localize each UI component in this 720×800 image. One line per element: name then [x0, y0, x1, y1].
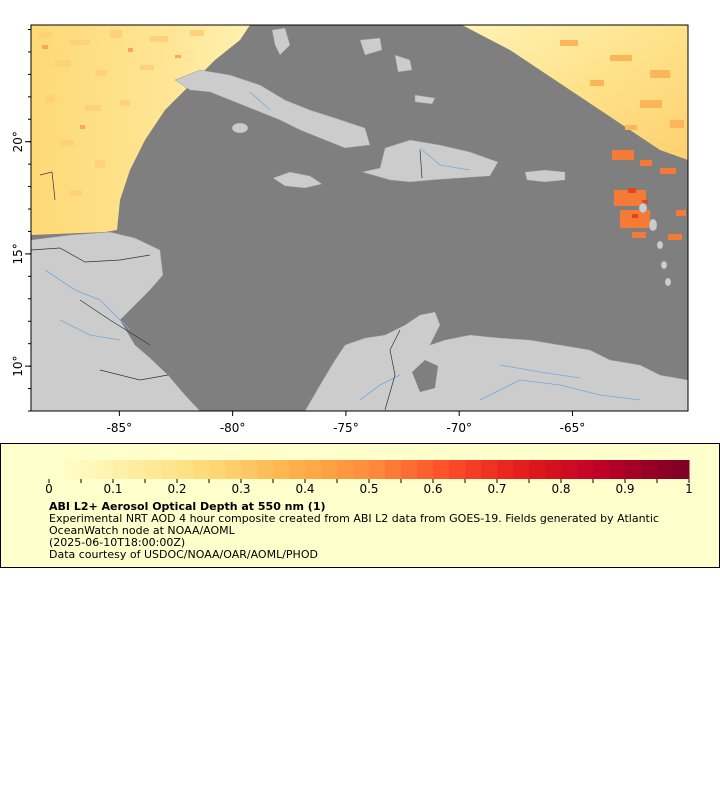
aod-speckle-west — [38, 30, 204, 196]
colorbar-swatch — [81, 460, 98, 479]
colorbar-swatch — [177, 460, 194, 479]
colorbar-swatch — [161, 460, 178, 479]
colorbar-swatch — [625, 460, 642, 479]
land-cuba — [174, 69, 371, 149]
colorbar-swatch — [673, 460, 690, 479]
colorbar-swatch — [113, 460, 130, 479]
colorbar-swatch — [497, 460, 514, 479]
x-tick-label: -80° — [220, 421, 246, 435]
land-jamaica — [272, 171, 323, 189]
aod-map: -85° -80° -75° -70° -65° 20° 15° 10° — [11, 24, 689, 435]
colorbar-swatch — [385, 460, 402, 479]
colorbar-tick-label: 0.4 — [295, 482, 314, 496]
colorbar-swatch — [97, 460, 114, 479]
colorbar-swatch — [129, 460, 146, 479]
colorbar: 0 0.1 0.2 0.3 0.4 0.5 0.6 0.7 0.8 0.9 1 — [45, 460, 693, 496]
y-tick-label: 15° — [11, 243, 25, 264]
colorbar-swatch — [337, 460, 354, 479]
colorbar-swatch — [593, 460, 610, 479]
country-borders — [31, 149, 423, 411]
land-antilles-1 — [638, 202, 648, 214]
land-puerto-rico — [524, 169, 566, 183]
legend-timestamp: (2025-06-10T18:00:00Z) — [49, 536, 186, 549]
colorbar-swatch — [641, 460, 658, 479]
land — [31, 27, 688, 411]
colorbar-swatch — [465, 460, 482, 479]
land-central-america — [31, 231, 201, 411]
map-frame — [30, 24, 689, 412]
colorbar-swatch — [289, 460, 306, 479]
y-tick-label: 10° — [11, 355, 25, 376]
colorbar-swatch — [145, 460, 162, 479]
land-bahamas — [271, 27, 436, 105]
map-plot-area — [31, 25, 688, 411]
colorbar-swatch — [609, 460, 626, 479]
colorbar-tick-label: 0.5 — [359, 482, 378, 496]
x-tick-label: -70° — [446, 421, 472, 435]
legend-text-block: ABI L2+ Aerosol Optical Depth at 550 nm … — [49, 501, 709, 561]
legend-description: Experimental NRT AOD 4 hour composite cr… — [49, 512, 659, 537]
colorbar-tick-label: 0 — [45, 482, 53, 496]
colorbar-swatch — [193, 460, 210, 479]
colorbar-swatch — [657, 460, 674, 479]
aod-high-east — [628, 188, 648, 218]
colorbar-tick-label: 0.9 — [615, 482, 634, 496]
colorbar-swatch — [401, 460, 418, 479]
colorbar-tick-label: 0.6 — [423, 482, 442, 496]
x-tick-label: -85° — [107, 421, 133, 435]
colorbar-swatch — [529, 460, 546, 479]
colorbar-ticks: 0 0.1 0.2 0.3 0.4 0.5 0.6 0.7 0.8 0.9 1 — [45, 479, 693, 496]
colorbar-swatch — [369, 460, 386, 479]
colorbar-swatch — [49, 460, 66, 479]
legend-title: ABI L2+ Aerosol Optical Depth at 550 nm … — [49, 500, 326, 513]
colorbar-swatch — [225, 460, 242, 479]
colorbar-swatch — [433, 460, 450, 479]
colorbar-swatch — [321, 460, 338, 479]
colorbar-tick-label: 0.1 — [103, 482, 122, 496]
y-tick-label: 20° — [11, 131, 25, 152]
colorbar-swatch — [65, 460, 82, 479]
colorbar-swatch — [513, 460, 530, 479]
land-south-america — [304, 311, 688, 411]
colorbar-swatch — [545, 460, 562, 479]
x-tick-label: -65° — [560, 421, 586, 435]
colorbar-tick-label: 1 — [685, 482, 693, 496]
colorbar-swatch — [577, 460, 594, 479]
land-antilles-2 — [648, 218, 658, 232]
colorbar-tick-label: 0.8 — [551, 482, 570, 496]
colorbar-swatch — [449, 460, 466, 479]
land-antilles-3 — [656, 240, 664, 250]
land-antilles-5 — [664, 277, 672, 287]
colorbar-tick-label: 0.3 — [231, 482, 250, 496]
colorbar-swatch — [305, 460, 322, 479]
colorbar-swatch — [241, 460, 258, 479]
colorbar-swatch — [481, 460, 498, 479]
colorbar-swatches — [49, 460, 690, 479]
x-tick-label: -75° — [333, 421, 359, 435]
colorbar-swatch — [273, 460, 290, 479]
land-hispaniola — [361, 139, 499, 183]
colorbar-swatch — [561, 460, 578, 479]
aod-speckle-east — [560, 40, 684, 130]
lake-maracaibo — [412, 360, 438, 392]
colorbar-tick-label: 0.7 — [487, 482, 506, 496]
legend-panel: 0 0.1 0.2 0.3 0.4 0.5 0.6 0.7 0.8 0.9 1 ABI L2+ Ae… — [0, 443, 720, 568]
legend-credit: Data courtesy of USDOC/NOAA/OAR/AOML/PHO… — [49, 548, 318, 561]
map-ticks: -85° -80° -75° -70° -65° 20° 15° 10° — [11, 28, 586, 435]
land-antilles-4 — [660, 260, 668, 270]
colorbar-tick-label: 0.2 — [167, 482, 186, 496]
land-isla-juventud — [231, 122, 249, 134]
colorbar-swatch — [417, 460, 434, 479]
colorbar-swatch — [257, 460, 274, 479]
aod-hotspots-east — [612, 150, 686, 240]
colorbar-swatch — [353, 460, 370, 479]
map-canvas: -85° -80° -75° -70° -65° 20° 15° 10° — [11, 24, 689, 435]
rivers — [44, 91, 641, 401]
colorbar-swatch — [209, 460, 226, 479]
aod-hotspots-west — [42, 45, 181, 129]
